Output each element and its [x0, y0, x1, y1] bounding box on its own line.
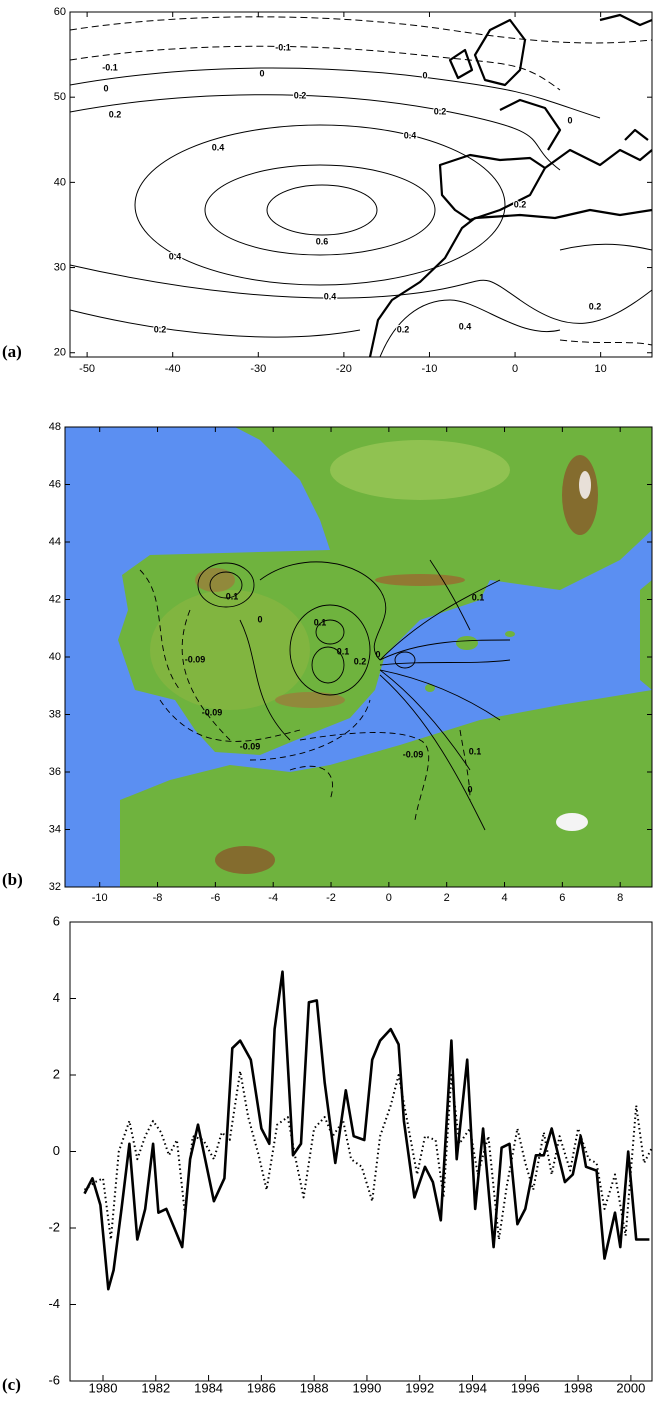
contour-label: 0.1 — [226, 591, 239, 601]
x-tick-label: -4 — [268, 892, 278, 904]
map-b-artwork — [65, 427, 652, 887]
x-tick-label: -2 — [326, 892, 336, 904]
panel-label: (a) — [2, 342, 22, 361]
y-tick-label: 32 — [49, 881, 61, 893]
y-tick-label: 34 — [49, 823, 61, 835]
contour-label: 0.2 — [514, 199, 527, 209]
x-tick-label: -30 — [250, 363, 266, 375]
x-tick-label: 2 — [444, 892, 450, 904]
y-tick-label: 46 — [49, 478, 61, 490]
contour-label: 0.4 — [324, 291, 337, 301]
x-tick-label: -8 — [153, 892, 163, 904]
y-tick-label: 4 — [53, 990, 60, 1005]
contour-label: -0.1 — [102, 62, 118, 72]
x-tick-label: 1982 — [141, 1380, 170, 1395]
contour-label: 0.4 — [212, 142, 225, 152]
x-tick-label: 10 — [595, 363, 607, 375]
plot-frame — [69, 11, 653, 358]
x-tick-label: -20 — [336, 363, 352, 375]
contour-label: 0.1 — [337, 646, 350, 656]
panel-label: (b) — [2, 870, 23, 889]
x-tick-label: 1988 — [300, 1380, 329, 1395]
contour-label: 0.1 — [314, 617, 327, 627]
y-tick-label: 48 — [49, 421, 61, 433]
x-tick-label: 1980 — [89, 1380, 118, 1395]
y-tick-label: 30 — [54, 261, 66, 273]
contour-label: 0.4 — [404, 130, 417, 140]
series-line — [83, 970, 650, 1291]
contour-label: 0.6 — [316, 236, 329, 246]
contour-label: 0 — [467, 784, 472, 794]
contour-label: 0.2 — [294, 90, 307, 100]
contour-label: 0 — [103, 83, 108, 93]
contour-label: -0.09 — [202, 707, 223, 717]
x-tick-label: -50 — [79, 363, 95, 375]
contour-label: 0.2 — [109, 109, 122, 119]
contour-label: 0.2 — [154, 324, 167, 334]
contour-label: 0.2 — [434, 106, 447, 116]
contour-label: 0.1 — [469, 746, 482, 756]
x-tick-label: 4 — [501, 892, 507, 904]
x-tick-label: 0 — [386, 892, 392, 904]
contour-label: 0.2 — [397, 324, 410, 334]
x-tick-label: 1998 — [564, 1380, 593, 1395]
x-tick-label: -10 — [92, 892, 108, 904]
x-tick-label: 2000 — [616, 1380, 645, 1395]
contour-label: 0.2 — [354, 656, 367, 666]
contour-label: -0.09 — [240, 741, 261, 751]
y-tick-label: 42 — [49, 593, 61, 605]
panel-label: (c) — [2, 1375, 21, 1394]
y-tick-label: 6 — [53, 913, 60, 928]
y-tick-label: 36 — [49, 766, 61, 778]
x-tick-label: 1984 — [194, 1380, 223, 1395]
y-tick-label: -6 — [48, 1372, 60, 1387]
contour-label: -0.09 — [403, 749, 424, 759]
x-tick-label: -40 — [165, 363, 181, 375]
y-tick-label: 44 — [49, 536, 61, 548]
y-tick-label: 50 — [54, 91, 66, 103]
y-tick-label: 40 — [49, 651, 61, 663]
x-tick-label: 1990 — [352, 1380, 381, 1395]
contour-label: 0.2 — [589, 301, 602, 311]
x-tick-label: 1996 — [511, 1380, 540, 1395]
contour-label: 0.4 — [459, 321, 472, 331]
contour-label: -0.09 — [185, 654, 206, 664]
map-a-artwork — [69, 12, 653, 358]
x-tick-label: 6 — [559, 892, 565, 904]
y-tick-label: -2 — [48, 1219, 60, 1234]
contour-label: -0.1 — [275, 42, 291, 52]
x-tick-label: 0 — [512, 363, 518, 375]
contour-label: 0 — [567, 115, 572, 125]
contour-label: 0 — [259, 68, 264, 78]
contour-label: 0 — [422, 70, 427, 80]
contour-label: 0.4 — [169, 251, 182, 261]
y-tick-label: -4 — [48, 1296, 60, 1311]
y-tick-label: 60 — [54, 6, 66, 18]
contour-label: 0 — [257, 614, 262, 624]
contour-label: 0 — [375, 649, 380, 659]
x-tick-label: 1994 — [458, 1380, 487, 1395]
x-tick-label: -10 — [422, 363, 438, 375]
y-tick-label: 0 — [53, 1143, 60, 1158]
x-tick-label: 1986 — [247, 1380, 276, 1395]
x-tick-label: -6 — [210, 892, 220, 904]
plot-frame — [69, 921, 653, 1382]
y-tick-label: 2 — [53, 1066, 60, 1081]
y-tick-label: 20 — [54, 347, 66, 359]
x-tick-label: 8 — [617, 892, 623, 904]
x-tick-label: 1992 — [405, 1380, 434, 1395]
contour-label: 0.1 — [472, 592, 485, 602]
y-tick-label: 40 — [54, 176, 66, 188]
y-tick-label: 38 — [49, 708, 61, 720]
